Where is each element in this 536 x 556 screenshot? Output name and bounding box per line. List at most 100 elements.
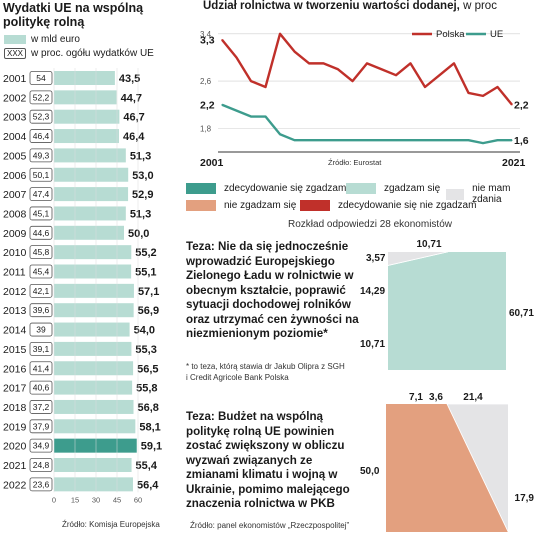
legend-box-sample: XXX bbox=[4, 48, 27, 59]
spending-bar bbox=[54, 109, 120, 124]
ue-end-label: 1,6 bbox=[514, 135, 529, 147]
data-point bbox=[424, 139, 426, 141]
data-point bbox=[467, 139, 470, 141]
share-box bbox=[29, 264, 53, 279]
value-label: 50,0 bbox=[128, 228, 149, 240]
pie-label: 17,9 bbox=[515, 493, 535, 504]
left-legend-bar: w mld euro bbox=[4, 34, 80, 45]
survey-source: Źródło: panel ekonomistów „Rzeczpospolit… bbox=[190, 521, 350, 530]
data-point bbox=[221, 104, 223, 106]
polska-start-label: 3,3 bbox=[200, 35, 215, 47]
data-point bbox=[395, 139, 397, 141]
share-label: 45,8 bbox=[33, 247, 50, 257]
line-chart-title: Udział rolnictwa w tworzeniu wartości do… bbox=[203, 0, 497, 12]
year-label: 2015 bbox=[3, 344, 27, 356]
series-line-ue bbox=[221, 103, 512, 145]
pie-slice bbox=[446, 252, 448, 254]
share-box bbox=[29, 90, 53, 105]
x-tick-label: 45 bbox=[113, 495, 121, 504]
data-point bbox=[293, 50, 296, 53]
pie-slice bbox=[388, 252, 449, 266]
survey-legend-item-5: zdecydowanie się nie zgadzam bbox=[300, 200, 476, 211]
share-box bbox=[29, 438, 53, 453]
legend-bar-label: w mld euro bbox=[31, 34, 80, 45]
x-end-label: 2021 bbox=[502, 157, 526, 169]
year-label: 2013 bbox=[3, 305, 27, 317]
share-box bbox=[29, 419, 53, 434]
x-tick-label: 30 bbox=[92, 495, 100, 504]
series-line-polska bbox=[221, 32, 513, 106]
pie-label: 10,71 bbox=[416, 239, 441, 250]
value-added-line-chart: 1,8 2,6 3,43,3 2,2 2,2 1,6 2001 2021 Polska UE bbox=[200, 29, 529, 169]
year-label: 2022 bbox=[3, 479, 27, 491]
data-point bbox=[409, 139, 412, 141]
y-tick-label: 2,6 bbox=[200, 77, 212, 86]
share-label: 41,4 bbox=[33, 363, 50, 373]
year-label: 2010 bbox=[3, 247, 27, 259]
value-label: 56,5 bbox=[137, 363, 158, 375]
pie-slice bbox=[388, 252, 506, 370]
thesis-1: Teza: Nie da się jednocześnie wprowadzić… bbox=[186, 240, 359, 340]
survey-legend-item-2: zgadzam się bbox=[346, 183, 440, 194]
value-label: 56,8 bbox=[138, 402, 159, 414]
data-point bbox=[235, 56, 238, 59]
data-point bbox=[424, 86, 426, 88]
share-label: 40,6 bbox=[33, 383, 50, 393]
spending-bar bbox=[54, 283, 134, 298]
spending-bar bbox=[54, 264, 132, 279]
spending-bar bbox=[54, 187, 129, 202]
thesis-2: Teza: Budżet na wspólną politykę rolną U… bbox=[186, 410, 350, 510]
pie-label: 21,4 bbox=[463, 392, 483, 403]
data-point bbox=[250, 115, 252, 118]
x-start-label: 2001 bbox=[200, 157, 224, 169]
share-label: 37,2 bbox=[33, 402, 50, 412]
data-point bbox=[279, 133, 281, 135]
year-label: 2003 bbox=[3, 112, 27, 124]
data-point bbox=[351, 139, 354, 141]
data-point bbox=[366, 139, 368, 141]
data-point bbox=[337, 68, 339, 70]
pie-label: 3,57 bbox=[366, 253, 386, 264]
data-point bbox=[337, 139, 339, 141]
year-label: 2017 bbox=[3, 383, 27, 395]
data-point bbox=[322, 62, 325, 64]
spending-bar bbox=[54, 380, 133, 395]
data-point bbox=[496, 139, 499, 141]
data-point bbox=[351, 80, 354, 82]
year-label: 2011 bbox=[3, 267, 26, 279]
pie-label: 10,71 bbox=[360, 339, 385, 350]
data-point bbox=[438, 139, 441, 141]
pie-label: 14,29 bbox=[360, 286, 385, 297]
x-tick-label: 60 bbox=[134, 495, 142, 504]
value-label: 56,9 bbox=[138, 305, 159, 317]
data-point bbox=[438, 74, 441, 76]
share-box bbox=[29, 303, 53, 318]
spending-bar bbox=[54, 148, 126, 163]
data-point bbox=[264, 115, 267, 118]
x-tick-label: 15 bbox=[71, 495, 79, 504]
share-box bbox=[29, 206, 53, 221]
data-point bbox=[308, 62, 310, 64]
data-point bbox=[235, 110, 238, 112]
data-point bbox=[453, 139, 455, 141]
share-box bbox=[29, 361, 53, 376]
spending-bar bbox=[54, 167, 129, 182]
year-label: 2007 bbox=[3, 189, 27, 201]
legend-bar-swatch bbox=[4, 35, 26, 44]
data-point bbox=[221, 39, 223, 41]
share-label: 54 bbox=[36, 73, 46, 83]
left-chart-title: Wydatki UE na wspólną politykę rolną bbox=[3, 1, 144, 29]
line-chart-title-unit: w proc bbox=[463, 0, 497, 12]
pie-label: 7,1 bbox=[409, 392, 423, 403]
data-point bbox=[511, 139, 513, 141]
x-tick-label: 0 bbox=[52, 495, 56, 504]
value-label: 44,7 bbox=[121, 92, 142, 104]
value-label: 59,1 bbox=[141, 441, 162, 453]
share-label: 45,4 bbox=[33, 267, 50, 277]
survey-legend-label: zgadzam się bbox=[384, 183, 441, 194]
value-label: 43,5 bbox=[119, 73, 140, 85]
data-point bbox=[511, 104, 513, 106]
year-label: 2012 bbox=[3, 286, 27, 298]
value-label: 53,0 bbox=[132, 170, 153, 182]
share-box bbox=[29, 167, 53, 182]
